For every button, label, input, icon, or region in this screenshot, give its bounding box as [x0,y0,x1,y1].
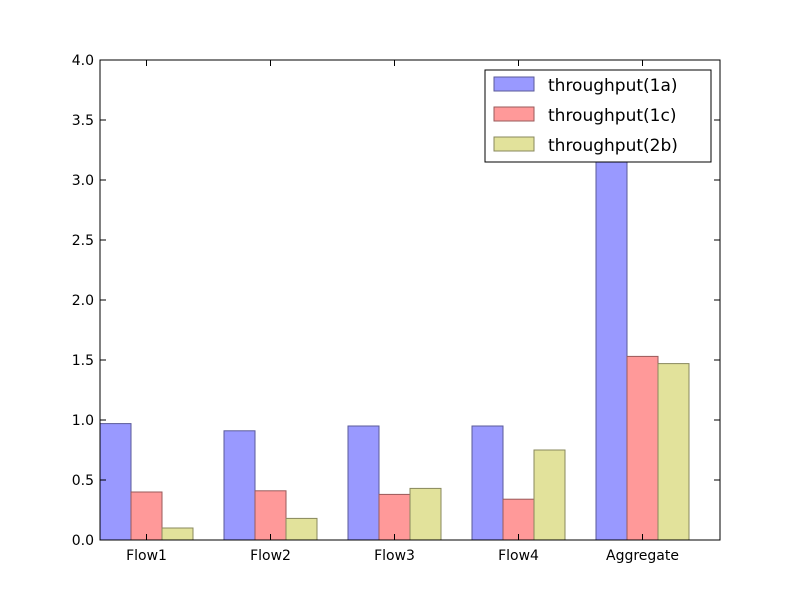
y-tick-label: 4.0 [72,53,94,69]
bar-flow3-series-2 [378,493,411,541]
bar-flow2-series-1 [223,430,256,541]
bar-flow4-series-1 [471,425,504,541]
x-tick-label: Flow1 [126,548,167,564]
x-tick-label: Flow4 [498,548,539,564]
bar-aggregate-series-3 [657,363,690,541]
legend-swatch-1c [493,106,535,122]
legend-label-1a: throughput(1a) [548,76,678,96]
legend: throughput(1a) throughput(1c) throughput… [484,69,712,163]
bar-flow1-series-2 [130,491,163,541]
x-axis: Flow1 Flow2 Flow3 Flow4 Aggregate [126,60,679,564]
legend-swatch-2b [493,136,535,152]
x-tick-label: Aggregate [606,548,679,564]
bar-flow4-series-2 [502,498,535,541]
bar-flow3-series-1 [347,425,380,541]
y-tick-label: 2.0 [72,293,94,309]
legend-swatch-1a [493,76,535,92]
y-tick-label: 3.0 [72,173,94,189]
bar-flow3-series-3 [409,487,442,541]
x-tick-label: Flow3 [374,548,415,564]
y-axis: 0.0 0.5 1.0 1.5 2.0 2.5 3.0 3.5 4.0 [72,53,720,549]
bar-flow1-series-1 [99,423,132,541]
y-tick-label: 1.5 [72,353,94,369]
x-tick-label: Flow2 [250,548,291,564]
y-tick-label: 0.0 [72,533,94,549]
bar-flow4-series-3 [533,449,566,541]
y-tick-label: 3.5 [72,113,94,129]
bars-group [99,89,690,541]
bar-flow2-series-2 [254,490,287,541]
bar-flow1-series-3 [161,527,194,541]
bar-aggregate-series-2 [626,355,659,541]
y-tick-label: 0.5 [72,473,94,489]
bar-flow2-series-3 [285,517,318,541]
y-tick-label: 2.5 [72,233,94,249]
y-tick-label: 1.0 [72,413,94,429]
legend-label-1c: throughput(1c) [548,106,676,126]
legend-label-2b: throughput(2b) [548,136,678,156]
